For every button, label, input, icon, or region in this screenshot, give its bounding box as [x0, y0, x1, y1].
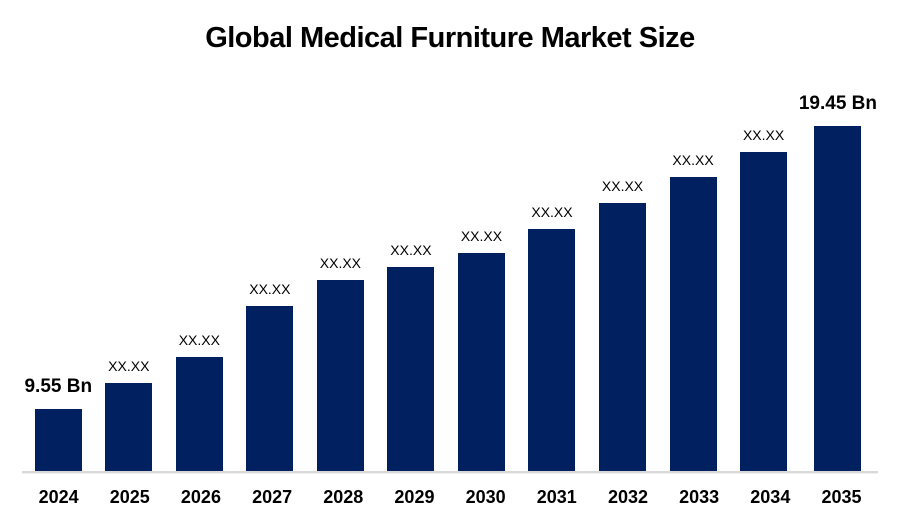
bar	[814, 126, 862, 471]
bar-value-label: 19.45 Bn	[798, 93, 877, 114]
x-tick-label: 2033	[679, 487, 720, 507]
x-tick-label: 2029	[394, 487, 435, 507]
x-axis-labels: 2024 2025 2026 2027 2028 2029 2030 2031 2032 2033…	[23, 487, 877, 513]
bar	[34, 409, 82, 471]
bars-row: 9.55 Bn XX.XX XX.XX XX.XX XX.XX XX.XX XX.XX XX.…	[23, 71, 877, 471]
bar-group: XX.XX	[164, 332, 235, 471]
bar-value-label: XX.XX	[460, 228, 503, 244]
x-tick-label: 2027	[252, 487, 293, 507]
x-tick-label: 2030	[465, 487, 506, 507]
bar	[528, 229, 576, 471]
bar-group: 19.45 Bn	[799, 93, 877, 471]
bar-group: XX.XX	[376, 242, 447, 471]
bar-value-label: XX.XX	[672, 152, 714, 168]
bar-group: XX.XX	[587, 178, 658, 471]
x-tick-label: 2024	[38, 487, 79, 507]
bar-group: XX.XX	[517, 204, 588, 471]
x-tick-label: 2025	[109, 487, 150, 507]
bar	[105, 383, 153, 471]
x-tick-label: 2026	[180, 487, 221, 507]
bar-value-label: 9.55 Bn	[24, 376, 93, 397]
bar	[175, 357, 223, 471]
x-tick-label: 2034	[750, 487, 791, 507]
bar-value-label: XX.XX	[531, 204, 573, 220]
bar-value-label: XX.XX	[319, 255, 362, 271]
x-tick-label: 2028	[323, 487, 364, 507]
x-tick-label: 2031	[536, 487, 577, 507]
x-tick-label: 2035	[821, 487, 862, 507]
bar-group: XX.XX	[305, 255, 376, 471]
bar-value-label: XX.XX	[249, 281, 291, 297]
chart-title: Global Medical Furniture Market Size	[205, 22, 695, 54]
bar	[457, 253, 505, 471]
x-tick-label: 2032	[607, 487, 648, 507]
bar-group: XX.XX	[658, 152, 729, 471]
bar-value-label: XX.XX	[178, 332, 220, 348]
bar	[669, 177, 717, 471]
bar-group: XX.XX	[94, 358, 165, 471]
x-axis-line	[22, 471, 878, 473]
bar	[316, 280, 364, 471]
bar-group: 9.55 Bn	[23, 376, 94, 471]
bar	[246, 306, 294, 471]
bar-group: XX.XX	[728, 127, 799, 471]
bar-value-label: XX.XX	[601, 178, 644, 194]
bar	[740, 152, 788, 471]
bar-value-label: XX.XX	[108, 358, 150, 374]
bar	[387, 267, 435, 471]
bar-group: XX.XX	[446, 228, 517, 471]
bar-group: XX.XX	[235, 281, 306, 471]
bar	[599, 203, 647, 471]
bar-value-label: XX.XX	[742, 127, 785, 143]
bar-value-label: XX.XX	[390, 242, 432, 258]
